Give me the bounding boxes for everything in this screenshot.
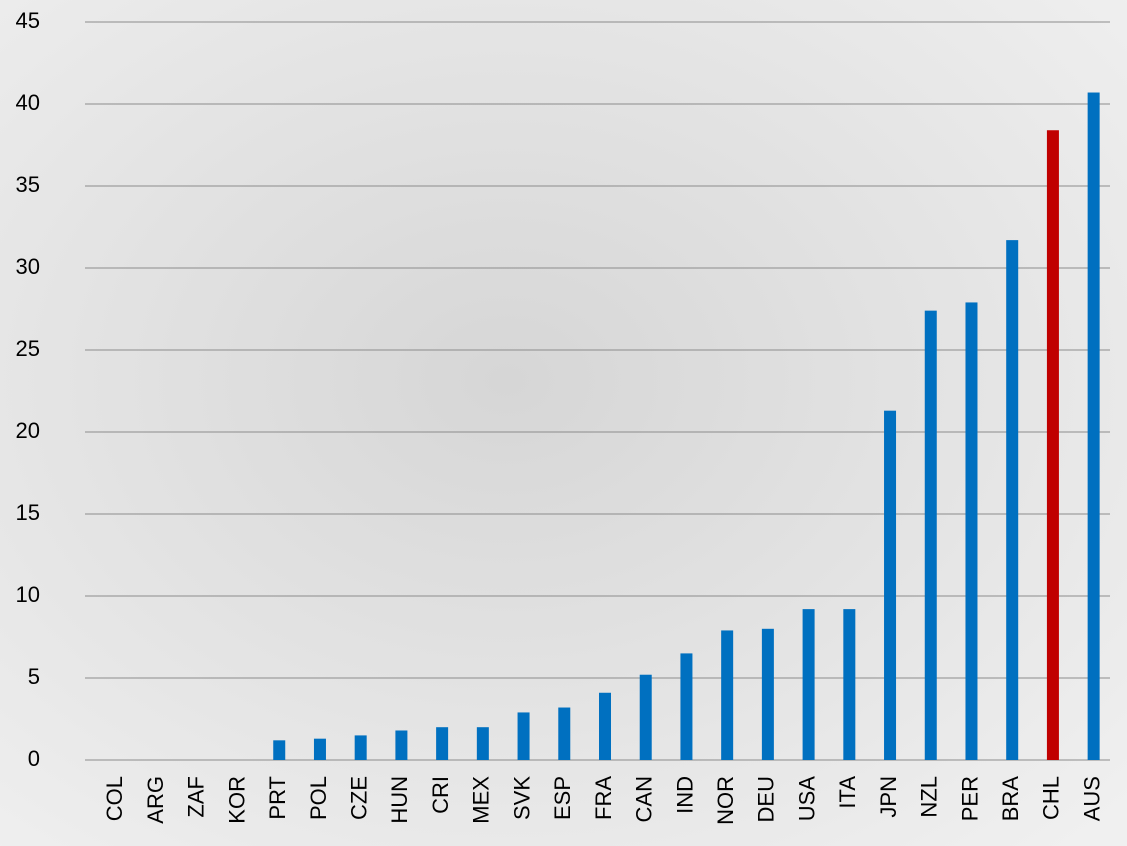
x-tick-label: FRA: [591, 776, 616, 820]
x-tick-label: NZL: [917, 776, 942, 818]
bar: [1006, 240, 1019, 760]
x-tick-label: CHL: [1039, 776, 1064, 820]
bar: [680, 653, 693, 760]
y-tick-label: 25: [16, 336, 40, 361]
x-tick-label: ARG: [143, 776, 168, 824]
bar: [273, 740, 286, 760]
bar: [436, 727, 449, 760]
bar: [843, 609, 856, 760]
x-tick-label: HUN: [387, 776, 412, 824]
bar: [354, 735, 367, 760]
x-tick-label: JPN: [876, 776, 901, 818]
y-tick-label: 10: [16, 582, 40, 607]
bar: [1046, 130, 1059, 761]
x-tick-label: SVK: [509, 776, 534, 820]
x-tick-label: NOR: [713, 776, 738, 825]
x-tick-label: BRA: [998, 776, 1023, 822]
bar: [313, 738, 326, 760]
bar: [1087, 92, 1100, 760]
bar: [924, 310, 937, 760]
bar: [395, 730, 408, 760]
y-tick-label: 40: [16, 90, 40, 115]
bar: [517, 712, 530, 760]
y-tick-label: 5: [28, 664, 40, 689]
x-tick-label: ITA: [835, 776, 860, 809]
bar: [721, 630, 734, 760]
x-tick-label: ESP: [550, 776, 575, 820]
x-tick-label: AUS: [1079, 776, 1104, 821]
x-tick-label: IND: [672, 776, 697, 814]
y-tick-label: 15: [16, 500, 40, 525]
x-tick-label: PER: [957, 776, 982, 821]
x-tick-label: PRT: [265, 776, 290, 820]
x-tick-label: CZE: [346, 776, 371, 820]
y-tick-label: 0: [28, 746, 40, 771]
x-tick-label: KOR: [224, 776, 249, 824]
x-tick-label: POL: [306, 776, 331, 820]
bar: [558, 707, 571, 760]
bar: [761, 628, 774, 760]
y-tick-label: 45: [16, 8, 40, 33]
y-tick-label: 20: [16, 418, 40, 443]
bar: [965, 302, 978, 760]
x-tick-label: CRI: [428, 776, 453, 814]
x-tick-label: DEU: [754, 776, 779, 822]
y-tick-label: 35: [16, 172, 40, 197]
x-tick-label: COL: [102, 776, 127, 821]
bar: [884, 410, 897, 760]
bar: [802, 609, 815, 760]
x-tick-label: MEX: [469, 776, 494, 824]
x-tick-label: USA: [794, 776, 819, 822]
bar: [476, 727, 489, 760]
x-tick-label: CAN: [632, 776, 657, 822]
x-tick-label: ZAF: [184, 776, 209, 818]
bar: [639, 674, 652, 760]
y-tick-label: 30: [16, 254, 40, 279]
bar: [599, 692, 611, 760]
